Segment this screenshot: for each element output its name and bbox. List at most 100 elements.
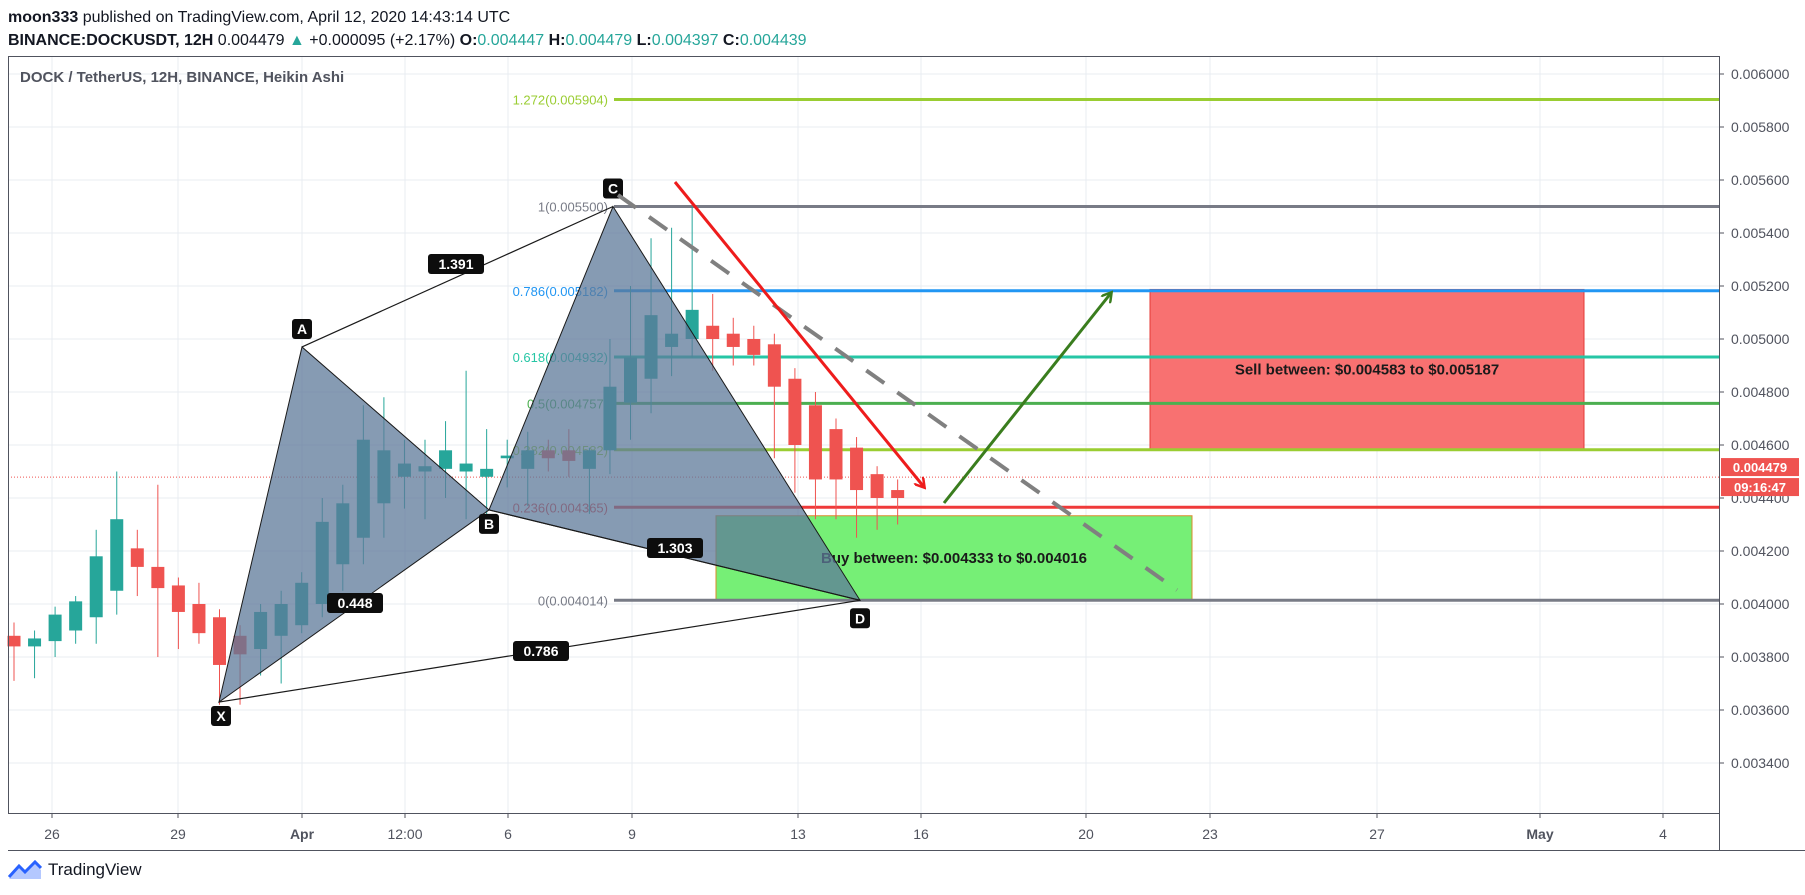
sell-zone[interactable] — [1149, 288, 1585, 451]
price-tick-label: 0.006000 — [1731, 66, 1790, 82]
candle-body — [767, 344, 781, 387]
candle-body — [808, 405, 822, 480]
pattern-ratio-label: 0.786 — [523, 643, 558, 659]
time-tick-label: 9 — [628, 826, 636, 842]
candle-body — [500, 455, 514, 459]
high-value: 0.004479 — [565, 32, 633, 49]
harmonic-pattern: X A B C D 1.391 0.448 1.303 0.786 — [211, 178, 870, 727]
open-value: 0.004447 — [477, 32, 545, 49]
chart-header: moon333 published on TradingView.com, Ap… — [8, 6, 807, 52]
pattern-point-a-bg — [292, 318, 312, 339]
pattern-point-x: X — [216, 708, 226, 724]
last-price: 0.004479 — [213, 32, 285, 49]
last-price-tag-bg — [1721, 458, 1799, 477]
time-tick-label: 4 — [1659, 826, 1667, 842]
price-tick-label: 0.004800 — [1731, 384, 1790, 400]
chart-frame — [8, 56, 1805, 851]
candle-body — [28, 638, 42, 647]
publish-line: moon333 published on TradingView.com, Ap… — [8, 6, 807, 29]
low-value: 0.004397 — [651, 32, 719, 49]
time-tick-label: 26 — [44, 826, 60, 842]
pattern-ratio-label-bg — [513, 641, 569, 661]
candle-body — [7, 635, 21, 647]
candle-body — [192, 604, 206, 634]
fib-level-label: 1(0.005500) — [538, 200, 608, 215]
pattern-ratio-label: 1.391 — [438, 256, 473, 272]
down-arrow[interactable] — [673, 181, 924, 487]
price-axis[interactable]: 0.006000 0.005800 0.005600 0.005400 0.005200… — [1719, 66, 1799, 771]
pattern-point-b-bg — [479, 513, 499, 534]
fib-level-label: 0(0.004014) — [538, 593, 608, 608]
pattern-point-d: D — [855, 610, 865, 626]
fib-level-label: 1.272(0.005904) — [513, 92, 608, 107]
candle-body — [89, 556, 103, 618]
time-tick-label: 6 — [504, 826, 512, 842]
high-label: H: — [544, 32, 566, 49]
candle-body — [706, 325, 720, 339]
pattern-leg-ac — [301, 205, 614, 348]
close-value: 0.004439 — [739, 32, 807, 49]
sell-zone-label: Sell between: $0.004583 to $0.005187 — [1235, 361, 1499, 378]
pattern-ratio-label: 0.448 — [337, 595, 372, 611]
price-tick-label: 0.004200 — [1731, 543, 1790, 559]
open-label: O: — [455, 32, 478, 49]
time-tick-label: 13 — [790, 826, 806, 842]
candle-body — [870, 474, 884, 498]
author-name[interactable]: moon333 — [8, 9, 79, 26]
pattern-ratio-label-bg — [647, 538, 703, 558]
countdown-tag-bg — [1721, 478, 1799, 497]
symbol-label: BINANCE:DOCKUSDT, 12H — [8, 32, 214, 49]
pattern-point-c-bg — [603, 178, 623, 199]
pattern-ratio-label: 1.303 — [657, 540, 692, 556]
pattern-triangle-xab[interactable] — [218, 346, 490, 704]
time-tick-label: May — [1526, 826, 1553, 842]
time-tick-label: 27 — [1369, 826, 1385, 842]
time-tick-label: 12:00 — [387, 826, 422, 842]
countdown-tag: 09:16:47 — [1734, 480, 1786, 495]
candle-body — [213, 617, 226, 665]
up-arrow-icon: ▲ — [289, 32, 305, 49]
candle-body — [726, 333, 740, 347]
price-tick-label: 0.005400 — [1731, 225, 1790, 241]
projection-dashed-line[interactable] — [616, 193, 1179, 592]
price-tick-label: 0.003400 — [1731, 755, 1790, 771]
pattern-ratio-label-bg — [327, 593, 383, 613]
price-tick-label: 0.003800 — [1731, 649, 1790, 665]
candle-body — [480, 468, 494, 477]
fib-levels: 1.272(0.005904)1(0.005500)0.786(0.005182… — [513, 92, 1719, 608]
projection-arrows — [616, 181, 1179, 592]
candle-body — [829, 429, 843, 480]
pattern-ratio-label-bg — [428, 254, 484, 274]
last-price-tag: 0.004479 — [1733, 460, 1787, 475]
chart-title: DOCK / TetherUS, 12H, BINANCE, Heikin As… — [20, 69, 344, 86]
candle-body — [151, 566, 165, 589]
price-tick-label: 0.005800 — [1731, 119, 1790, 135]
price-tick-label: 0.005600 — [1731, 172, 1790, 188]
pattern-point-c: C — [608, 181, 618, 197]
time-tick-label: 29 — [170, 826, 186, 842]
price-tick-label: 0.005200 — [1731, 278, 1790, 294]
buy-zone-label: Buy between: $0.004333 to $0.004016 — [821, 550, 1087, 567]
candle-body — [788, 378, 802, 445]
price-tick-label: 0.003600 — [1731, 702, 1790, 718]
price-tick-label: 0.004000 — [1731, 596, 1790, 612]
pattern-point-a: A — [297, 321, 307, 337]
tradingview-logo-icon — [8, 860, 42, 879]
pattern-point-b: B — [484, 516, 494, 532]
price-tick-label: 0.004600 — [1731, 437, 1790, 453]
footer-brand[interactable]: TradingView — [8, 860, 142, 880]
time-tick-label: 16 — [913, 826, 929, 842]
candle-body — [850, 447, 864, 491]
candle-body — [171, 585, 185, 612]
up-arrow[interactable] — [942, 293, 1111, 504]
ohlc-line: BINANCE:DOCKUSDT, 12H 0.004479 ▲ +0.0000… — [8, 29, 807, 52]
candle-body — [69, 601, 83, 631]
price-tick-label: 0.005000 — [1731, 331, 1790, 347]
candle-body — [747, 339, 761, 355]
time-tick-label: Apr — [290, 826, 315, 842]
time-axis[interactable]: 26 29 Apr 12:00 6 9 13 16 20 23 27 May 4 — [44, 813, 1667, 842]
footer-brand-label: TradingView — [48, 860, 142, 879]
time-tick-label: 23 — [1202, 826, 1218, 842]
candle-body — [130, 548, 144, 567]
